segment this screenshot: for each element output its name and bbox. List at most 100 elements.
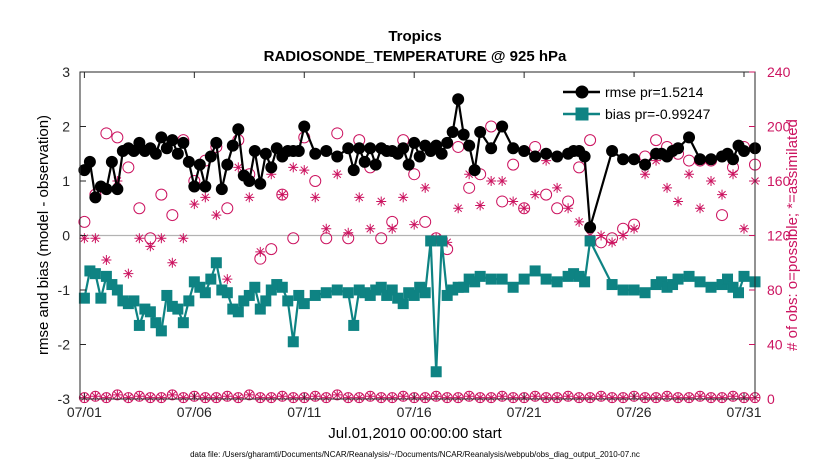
y-right-tick-label: 120: [767, 228, 791, 244]
bias-point: [199, 287, 211, 299]
obs-baseline-star: [156, 392, 167, 403]
rmse-point: [342, 142, 355, 155]
bias-point: [210, 257, 222, 269]
x-tick-label: 07/11: [287, 404, 321, 420]
bias-point: [628, 284, 640, 296]
bias-point: [551, 276, 563, 288]
obs-baseline-star: [640, 392, 651, 403]
obs-assimilated-point: [134, 233, 145, 244]
rmse-point: [243, 175, 256, 187]
obs-assimilated-point: [563, 203, 574, 214]
obs-possible-point: [507, 158, 520, 171]
rmse-point: [259, 147, 272, 160]
obs-baseline-star: [112, 389, 123, 400]
bias-point: [496, 273, 508, 285]
bias-point: [249, 281, 261, 293]
chart-subtitle: RADIOSONDE_TEMPERATURE @ 925 hPa: [264, 48, 567, 65]
bias-point: [507, 281, 519, 293]
obs-assimilated-point: [739, 223, 750, 234]
x-tick-label: 07/31: [726, 404, 761, 420]
obs-possible-point: [287, 232, 300, 245]
obs-assimilated-point: [112, 176, 123, 186]
obs-baseline-star: [541, 392, 552, 403]
bias-point: [287, 336, 299, 348]
obs-baseline-star: [508, 392, 519, 403]
rmse-point: [221, 158, 234, 171]
rmse-point: [584, 221, 597, 234]
obs-assimilated-point: [695, 203, 706, 214]
bias-point: [298, 298, 310, 310]
bias-point: [331, 284, 343, 296]
obs-assimilated-point: [167, 257, 178, 268]
obs-assimilated-point: [255, 246, 266, 257]
obs-assimilated-point: [299, 165, 310, 176]
obs-possible-point: [111, 131, 124, 144]
rmse-point: [617, 153, 630, 166]
obs-assimilated-point: [409, 219, 420, 230]
rmse-point: [463, 139, 476, 152]
rmse-point: [402, 158, 415, 171]
rmse-point: [210, 136, 223, 149]
x-tick-label: 07/06: [177, 404, 212, 420]
bias-point: [705, 281, 717, 293]
obs-baseline-star: [574, 392, 585, 403]
rmse-point: [105, 155, 118, 168]
obs-possible-point: [551, 202, 564, 215]
obs-assimilated-point: [365, 223, 376, 234]
obs-baseline-star: [255, 392, 266, 403]
rmse-point: [149, 147, 162, 160]
obs-possible-point: [265, 243, 278, 256]
rmse-point: [133, 136, 146, 149]
y-tick-label: -1: [58, 282, 71, 298]
obs-assimilated-point: [673, 196, 684, 207]
obs-baseline-star: [277, 391, 288, 402]
obs-baseline-star: [453, 392, 464, 403]
rmse-point: [413, 150, 426, 163]
rmse-point: [298, 120, 311, 133]
rmse-point: [160, 142, 173, 155]
obs-baseline-star: [420, 392, 431, 403]
obs-possible-point: [419, 215, 432, 228]
obs-possible-point: [78, 215, 91, 228]
obs-baseline-star: [354, 392, 365, 403]
obs-possible-point: [496, 195, 509, 208]
series-group: [78, 93, 761, 404]
obs-assimilated-point: [596, 230, 607, 241]
obs-assimilated-point: [189, 199, 200, 210]
rmse-point: [578, 150, 591, 163]
obs-possible-point: [518, 202, 531, 215]
rmse-point: [518, 145, 531, 158]
obs-baseline-star: [266, 392, 277, 403]
rmse-point: [705, 153, 718, 166]
obs-baseline-star: [607, 392, 618, 403]
obs-baseline-star: [486, 392, 497, 403]
obs-possible-point: [221, 202, 234, 215]
obs-assimilated-point: [178, 233, 189, 244]
rmse-point: [320, 145, 333, 158]
obs-assimilated-point: [607, 237, 618, 248]
y-axis-label-right: # of obs: o=possible; *=assimilated: [784, 119, 801, 351]
rmse-point: [292, 145, 305, 158]
legend: rmse pr=1.5214 bias pr=-0.99247: [556, 77, 746, 129]
x-axis-label: Jul.01,2010 00:00:00 start: [328, 425, 502, 442]
obs-assimilated-point: [497, 176, 508, 186]
obs-baseline-star: [431, 391, 442, 402]
bias-point: [276, 281, 288, 293]
obs-baseline-star: [398, 391, 409, 402]
y-tick-label: 3: [62, 64, 70, 80]
obs-baseline-star: [684, 392, 695, 403]
obs-possible-point: [408, 168, 421, 181]
obs-assimilated-point: [343, 227, 354, 238]
obs-baseline-star: [244, 389, 255, 400]
rmse-point: [83, 155, 96, 168]
obs-assimilated-point: [530, 189, 541, 200]
obs-baseline-star: [442, 392, 453, 403]
bias-point: [683, 270, 695, 282]
obs-assimilated-point: [519, 203, 530, 214]
obs-baseline-star: [475, 392, 486, 403]
bias-point: [309, 289, 321, 301]
obs-possible-point: [463, 181, 476, 194]
obs-baseline-star: [343, 392, 354, 403]
obs-assimilated-point: [717, 189, 728, 200]
